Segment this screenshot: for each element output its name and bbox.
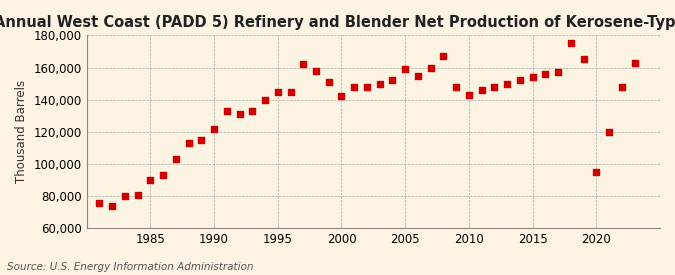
Point bbox=[119, 194, 130, 199]
Point bbox=[387, 78, 398, 82]
Point bbox=[349, 85, 360, 89]
Point bbox=[425, 65, 436, 70]
Point bbox=[183, 141, 194, 145]
Point bbox=[323, 80, 334, 84]
Point bbox=[145, 178, 156, 182]
Point bbox=[502, 81, 512, 86]
Point bbox=[273, 89, 284, 94]
Point bbox=[451, 85, 462, 89]
Point bbox=[196, 138, 207, 142]
Point bbox=[260, 97, 271, 102]
Point bbox=[336, 94, 347, 99]
Point bbox=[438, 54, 449, 59]
Point bbox=[209, 126, 219, 131]
Point bbox=[616, 85, 627, 89]
Point bbox=[400, 67, 410, 71]
Point bbox=[362, 85, 373, 89]
Point bbox=[477, 88, 487, 92]
Point bbox=[158, 173, 169, 177]
Point bbox=[107, 204, 117, 208]
Point bbox=[247, 109, 258, 113]
Point bbox=[298, 62, 308, 67]
Point bbox=[132, 192, 143, 197]
Point bbox=[553, 70, 564, 75]
Point bbox=[514, 78, 525, 82]
Point bbox=[629, 60, 640, 65]
Point bbox=[566, 41, 576, 46]
Y-axis label: Thousand Barrels: Thousand Barrels bbox=[15, 80, 28, 183]
Point bbox=[578, 57, 589, 62]
Point bbox=[464, 93, 475, 97]
Point bbox=[591, 170, 601, 174]
Point bbox=[489, 85, 500, 89]
Point bbox=[527, 75, 538, 79]
Text: Source: U.S. Energy Information Administration: Source: U.S. Energy Information Administ… bbox=[7, 262, 253, 272]
Point bbox=[234, 112, 245, 116]
Point bbox=[285, 89, 296, 94]
Point bbox=[310, 68, 321, 73]
Point bbox=[94, 200, 105, 205]
Point bbox=[171, 157, 182, 161]
Title: Annual West Coast (PADD 5) Refinery and Blender Net Production of Kerosene-Type : Annual West Coast (PADD 5) Refinery and … bbox=[0, 15, 675, 30]
Point bbox=[540, 72, 551, 76]
Point bbox=[375, 81, 385, 86]
Point bbox=[412, 73, 423, 78]
Point bbox=[603, 130, 614, 134]
Point bbox=[221, 109, 232, 113]
